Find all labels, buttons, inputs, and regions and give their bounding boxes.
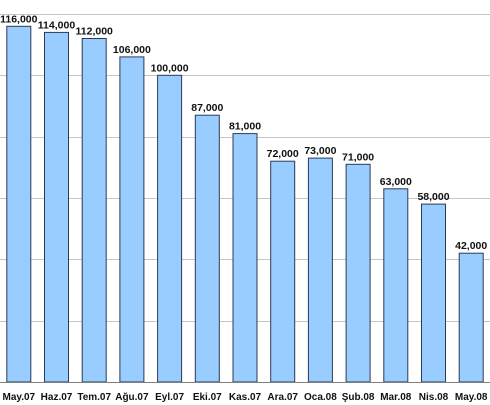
data-label-3: 106,000: [113, 44, 151, 56]
data-label-1: 114,000: [38, 19, 76, 31]
bar-0: [6, 25, 32, 383]
data-label-0: 116,000: [0, 13, 38, 25]
bar-3: [119, 56, 145, 383]
data-label-9: 71,000: [342, 151, 374, 163]
bar-12: [458, 252, 484, 383]
bar-11: [421, 203, 446, 383]
x-tick-label-0: May.07: [2, 392, 35, 403]
x-tick-labels: May.07 Haz.07 Tem.07 Ağu.07 Eyl.07 Eki.07 Kas.…: [2, 392, 487, 403]
x-tick-label-6: Kas.07: [229, 392, 262, 403]
data-label-8: 73,000: [304, 145, 336, 157]
bar-5: [194, 114, 220, 383]
bars: [6, 25, 484, 383]
data-label-6: 81,000: [229, 121, 261, 133]
bar-1: [44, 31, 69, 383]
x-tick-label-5: Eki.07: [193, 392, 222, 403]
data-label-4: 100,000: [151, 62, 189, 74]
data-label-2: 112,000: [76, 26, 114, 38]
x-tick-label-8: Oca.08: [304, 392, 337, 403]
bar-6: [232, 133, 258, 383]
x-tick-label-7: Ara.07: [267, 392, 298, 403]
bar-7: [270, 160, 296, 383]
data-label-11: 58,000: [417, 191, 449, 203]
data-label-10: 63,000: [380, 176, 412, 188]
x-tick-label-9: Şub.08: [342, 392, 375, 403]
bar-10: [383, 188, 409, 383]
bar-2: [81, 38, 107, 383]
bar-8: [307, 157, 333, 383]
x-tick-label-3: Ağu.07: [115, 392, 149, 403]
x-tick-label-10: Mar.08: [380, 392, 412, 403]
bar-4: [157, 74, 183, 383]
data-label-5: 87,000: [191, 102, 223, 114]
x-tick-label-1: Haz.07: [41, 392, 73, 403]
x-tick-label-4: Eyl.07: [155, 392, 184, 403]
x-tick-label-2: Tem.07: [77, 392, 111, 403]
data-label-7: 72,000: [267, 148, 299, 160]
data-label-12: 42,000: [455, 240, 487, 252]
bar-9: [345, 163, 371, 383]
x-tick-label-12: May.08: [455, 392, 488, 403]
x-tick-label-11: Nis.08: [419, 392, 449, 403]
